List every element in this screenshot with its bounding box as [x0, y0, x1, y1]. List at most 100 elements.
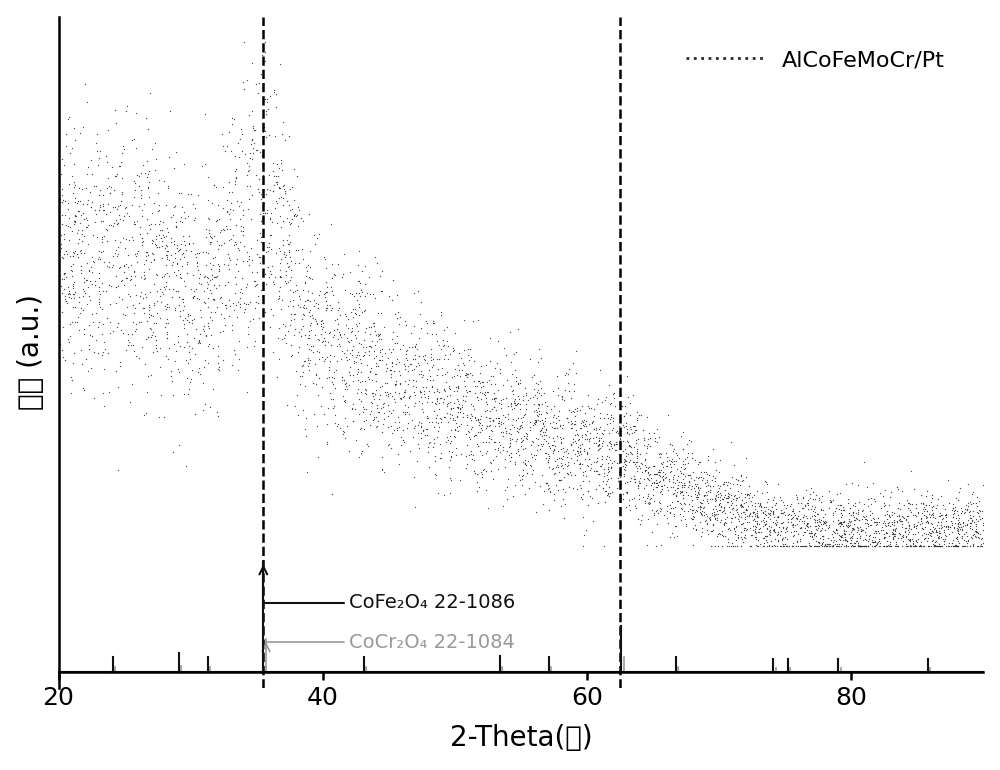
Point	[685, 522, 701, 534]
Point	[969, 526, 985, 538]
Point	[136, 258, 152, 270]
Point	[739, 488, 755, 500]
Point	[234, 145, 250, 157]
Point	[932, 541, 948, 553]
Point	[211, 361, 227, 373]
Point	[429, 409, 445, 421]
Point	[307, 313, 323, 326]
Point	[152, 290, 168, 302]
Point	[519, 467, 535, 480]
Point	[898, 538, 914, 551]
Point	[198, 223, 214, 236]
Point	[141, 310, 157, 323]
Point	[398, 352, 414, 364]
Point	[480, 386, 496, 398]
Point	[573, 447, 589, 460]
Point	[950, 517, 966, 529]
Point	[476, 463, 492, 475]
Point	[59, 296, 75, 309]
Point	[561, 481, 577, 494]
Point	[674, 485, 690, 497]
Point	[545, 432, 561, 444]
Point	[230, 296, 246, 308]
Point	[445, 342, 461, 354]
Point	[924, 525, 940, 537]
Point	[160, 182, 176, 195]
Point	[371, 329, 387, 341]
Point	[393, 439, 409, 451]
Point	[582, 427, 598, 440]
Point	[367, 251, 383, 263]
Point	[230, 242, 246, 254]
Point	[652, 447, 668, 459]
Point	[659, 460, 675, 472]
Point	[788, 512, 804, 524]
Point	[84, 196, 100, 208]
Point	[662, 438, 678, 450]
Point	[171, 186, 187, 199]
Point	[384, 360, 400, 373]
Point	[290, 201, 306, 213]
Point	[920, 541, 936, 553]
Point	[891, 514, 907, 527]
Point	[590, 440, 606, 453]
Point	[728, 499, 744, 511]
Point	[855, 541, 871, 553]
Point	[816, 517, 832, 529]
Point	[502, 434, 518, 447]
Point	[598, 390, 614, 403]
Point	[211, 259, 227, 272]
Point	[514, 472, 530, 484]
Point	[358, 388, 374, 400]
Point	[650, 465, 666, 477]
Point	[379, 362, 395, 374]
Point	[816, 516, 832, 528]
Point	[811, 491, 827, 504]
Point	[65, 301, 81, 313]
Point	[503, 428, 519, 440]
Point	[527, 389, 543, 401]
Point	[560, 377, 576, 389]
Point	[850, 521, 866, 534]
Point	[372, 270, 388, 283]
Point	[459, 409, 475, 421]
Point	[183, 283, 199, 295]
Point	[611, 507, 627, 519]
Point	[760, 507, 776, 520]
Point	[114, 147, 130, 159]
Point	[969, 526, 985, 538]
Point	[52, 244, 68, 256]
Point	[407, 501, 423, 514]
Point	[281, 246, 297, 258]
Point	[569, 483, 585, 495]
Point	[937, 508, 953, 521]
Point	[950, 541, 966, 553]
Point	[283, 314, 299, 326]
Point	[832, 499, 848, 511]
Point	[168, 220, 184, 233]
Point	[133, 286, 149, 299]
Point	[925, 507, 941, 520]
Point	[600, 487, 616, 499]
Point	[758, 500, 774, 513]
Point	[903, 464, 919, 477]
Point	[726, 490, 742, 502]
Point	[314, 313, 330, 326]
Point	[148, 230, 164, 243]
Point	[193, 310, 209, 323]
Point	[374, 464, 390, 476]
Point	[760, 503, 776, 515]
Point	[586, 456, 602, 468]
Point	[806, 529, 822, 541]
Point	[588, 484, 604, 496]
Point	[282, 183, 298, 196]
Point	[574, 415, 590, 427]
Point	[941, 497, 957, 509]
Point	[764, 541, 780, 553]
Point	[809, 507, 825, 520]
Point	[163, 232, 179, 244]
Point	[716, 517, 732, 530]
Point	[113, 324, 129, 336]
Point	[136, 198, 152, 210]
Point	[172, 340, 188, 352]
